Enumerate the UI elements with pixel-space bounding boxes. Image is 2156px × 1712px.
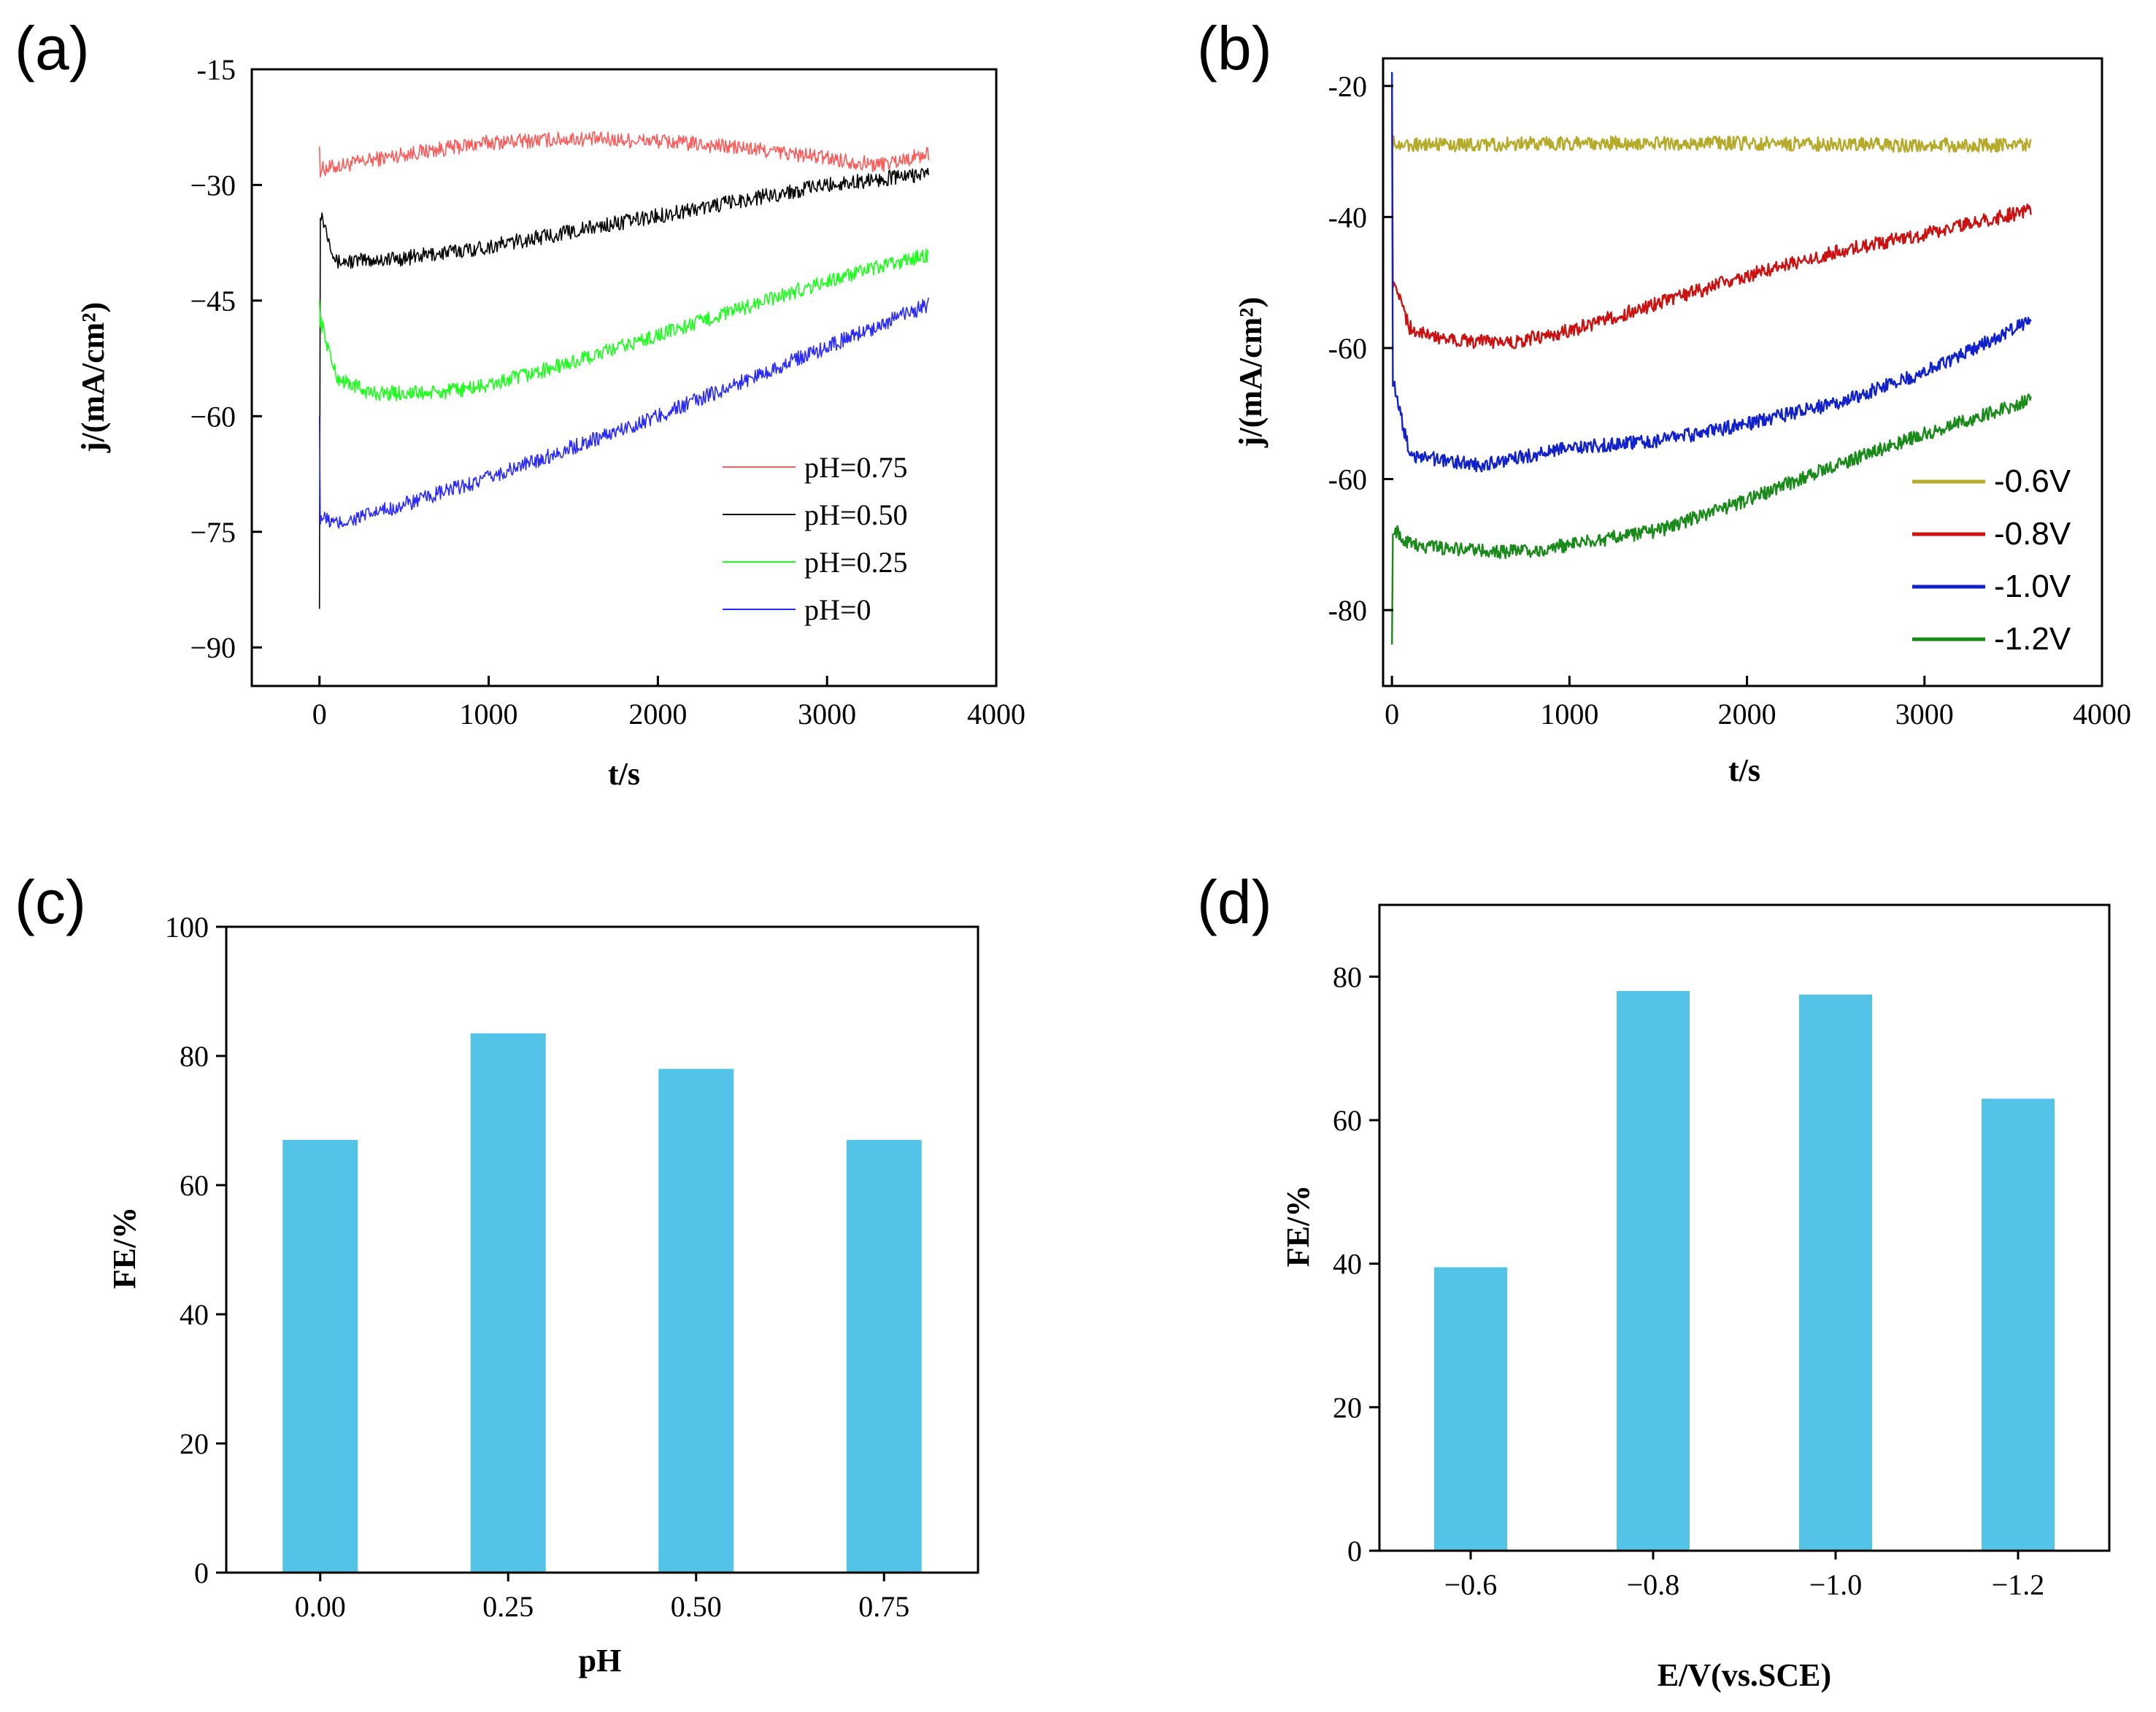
panel-b-frame: [1382, 57, 2103, 687]
x-tick-label: 0.75: [858, 1590, 909, 1623]
panel-a-series: [318, 131, 930, 609]
panel-a-frame: [250, 68, 998, 687]
legend-label: pH=0.25: [804, 546, 907, 579]
panel-d-bars: [1434, 991, 2055, 1551]
panel-b-series: [1391, 72, 2032, 645]
bar-0.00: [282, 1140, 358, 1573]
legend-label: -0.8V: [1994, 516, 2071, 552]
panel-b-ticks: 0 1000 2000 3000 4000 -20 -40 -60 -60 -80: [1328, 70, 2131, 730]
x-tick-label: −1.0: [1809, 1568, 1863, 1601]
panel-d-frame: [1378, 903, 2111, 1552]
series-line--0.8V: [1391, 85, 2032, 350]
legend-label: -1.0V: [1994, 568, 2071, 604]
series-line--1.0V: [1391, 72, 2032, 473]
x-tick-label: −1.2: [1992, 1568, 2045, 1601]
y-tick-label: −30: [190, 169, 236, 201]
series-line--0.6V: [1391, 134, 2032, 153]
panel-c-bars: [282, 1033, 922, 1573]
y-tick-label: −75: [190, 516, 236, 549]
y-tick-label: -20: [1328, 70, 1367, 103]
x-tick-label: 4000: [2073, 698, 2131, 730]
y-tick-label: 20: [180, 1427, 209, 1460]
panel-d: (d) −0.6 −0.8 −1.0 −1.2 0 20 40 60 80 E/V(vs.SCE…: [1197, 868, 2111, 1693]
legend-label: -0.6V: [1994, 463, 2071, 499]
x-tick-label: 1000: [1540, 698, 1598, 730]
bar-−0.8: [1617, 991, 1690, 1551]
y-tick-label: −45: [190, 285, 236, 317]
panel-a: (a) 0 1000 2000 3000 4000-15−30−45−60−75−90 …: [15, 14, 1025, 792]
panel-b-ylabel: j/(mA/cm²): [1233, 297, 1268, 448]
y-tick-label: 0: [1347, 1535, 1362, 1568]
panel-a-legend: pH=0.75 pH=0.50 pH=0.25 pH=0: [723, 451, 907, 626]
x-tick-label: 0: [312, 698, 327, 730]
legend-label: -1.2V: [1994, 621, 2071, 657]
y-tick-label: -80: [1328, 594, 1367, 627]
series-line-pH=0: [318, 297, 930, 529]
y-tick-label: 40: [180, 1298, 209, 1331]
panel-b-xlabel: t/s: [1728, 752, 1760, 788]
panel-d-label: (d): [1197, 868, 1272, 936]
x-tick-label: 4000: [967, 698, 1025, 730]
y-tick-label: -15: [197, 53, 236, 86]
y-tick-label: -60: [1328, 332, 1367, 365]
x-tick-label: −0.6: [1444, 1568, 1498, 1601]
legend-label: pH=0: [804, 593, 871, 626]
x-tick-label: 0.00: [295, 1590, 346, 1623]
panel-c-xlabel: pH: [579, 1643, 622, 1678]
panel-d-ylabel: FE/%: [1280, 1185, 1316, 1267]
panel-d-xlabel: E/V(vs.SCE): [1658, 1657, 1831, 1693]
panel-c-ticks: 0.00 0.25 0.50 0.75 0 20 40 60 80 100: [165, 911, 909, 1623]
legend-label: pH=0.75: [804, 451, 907, 484]
panel-d-ticks: −0.6 −0.8 −1.0 −1.2 0 20 40 60 80: [1333, 960, 2044, 1601]
y-tick-label: 40: [1333, 1248, 1362, 1281]
bar-−1.2: [1982, 1098, 2055, 1551]
x-tick-label: 0.25: [482, 1590, 534, 1623]
panel-c-frame: [225, 925, 979, 1574]
panel-a-ticks: 0 1000 2000 3000 4000 -15 −30 −45 −60 −75 −90: [190, 53, 1025, 730]
bar-−1.0: [1799, 994, 1872, 1551]
panel-a-ylabel: j/(mA/cm²): [75, 302, 111, 453]
y-tick-label: 80: [180, 1040, 209, 1073]
panel-b: (b) 0 1000 2000 3000 4000 -20 -40 -60 -60 -80 t/s…: [1197, 14, 2131, 788]
y-tick-label: 0: [194, 1557, 209, 1589]
bar-−0.6: [1434, 1267, 1507, 1551]
series-line--1.2V: [1391, 393, 2032, 645]
panel-b-legend: -0.6V -0.8V -1.0V -1.2V: [1912, 463, 2071, 657]
y-tick-label: −60: [190, 400, 236, 433]
y-tick-label: 60: [1333, 1104, 1362, 1137]
bar-0.25: [470, 1033, 546, 1573]
y-tick-label: -40: [1328, 201, 1367, 234]
x-tick-label: 0: [1385, 698, 1399, 730]
panel-a-label: (a): [15, 14, 90, 82]
x-tick-label: −0.8: [1627, 1568, 1680, 1601]
bar-0.50: [658, 1068, 734, 1573]
panel-b-label: (b): [1197, 14, 1272, 82]
x-tick-label: 1000: [460, 698, 518, 730]
panel-c-ylabel: FE/%: [107, 1207, 142, 1289]
y-tick-label: 60: [180, 1169, 209, 1202]
y-tick-label: -60: [1328, 463, 1367, 496]
x-tick-label: 2000: [1718, 698, 1776, 730]
panel-a-xlabel: t/s: [608, 756, 640, 792]
series-line-pH=0.50: [318, 167, 930, 609]
x-tick-label: 2000: [628, 698, 687, 730]
bar-0.75: [846, 1140, 922, 1573]
y-tick-label: 20: [1333, 1391, 1362, 1424]
panel-c-label: (c): [15, 868, 86, 936]
series-line-pH=0.25: [318, 248, 929, 401]
x-tick-label: 3000: [798, 698, 856, 730]
series-line-pH=0.75: [318, 131, 930, 178]
x-tick-label: 0.50: [671, 1590, 722, 1623]
x-tick-label: 3000: [1895, 698, 1954, 730]
panel-c: (c) 0.00 0.25 0.50 0.75 0 20 40 60 80 100 pH FE/%: [15, 868, 979, 1678]
y-tick-label: 100: [165, 911, 209, 944]
y-tick-label: 80: [1333, 960, 1362, 993]
legend-label: pH=0.50: [804, 498, 907, 531]
y-tick-label: −90: [190, 631, 236, 664]
